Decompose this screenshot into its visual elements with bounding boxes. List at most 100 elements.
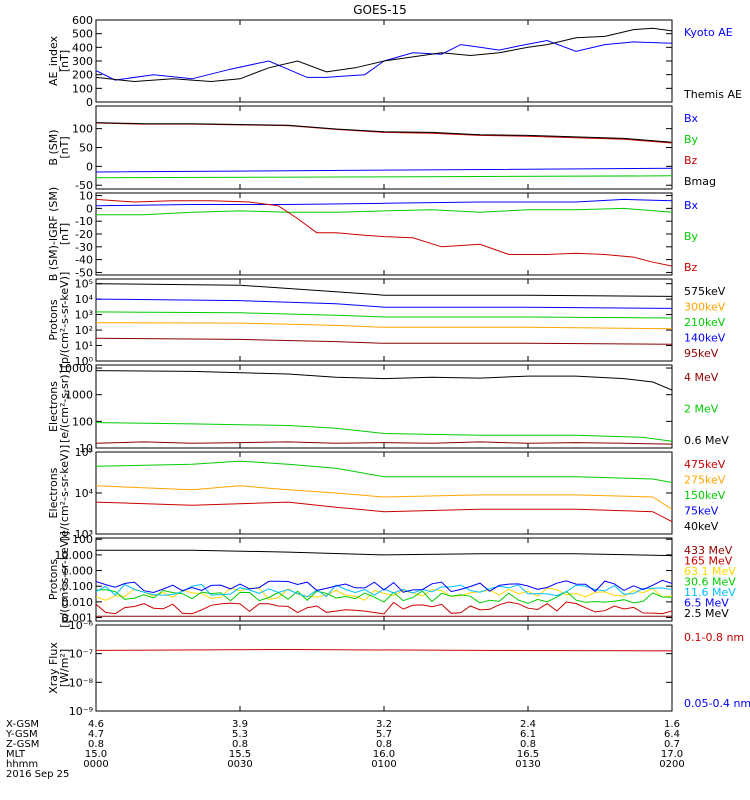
series-line-475keV <box>96 501 672 523</box>
x-axis-value: 0130 <box>515 759 540 770</box>
legend-entry: By <box>684 133 699 146</box>
legend-entry: By <box>684 230 699 243</box>
y-axis-label: [p/(cm²-s-sr-keV)] <box>58 531 71 628</box>
y-tick-label: -20 <box>75 228 93 241</box>
series-line-150keV <box>96 460 672 483</box>
y-tick-label: 10.000 <box>55 549 94 562</box>
legend-entry: 4 MeV <box>684 371 719 384</box>
series-line-63.1 MeV <box>96 587 672 601</box>
y-axis-label: Protons <box>47 299 60 340</box>
legend-entry: 210keV <box>684 316 726 329</box>
y-tick-label: 100 <box>72 415 93 428</box>
x-axis-value: 0100 <box>371 759 396 770</box>
y-tick-label: 0 <box>86 202 93 215</box>
y-tick-label: 0.001 <box>62 612 94 625</box>
legend-entry: 0.1-0.8 nm <box>684 631 744 644</box>
legend-entry: 575keV <box>684 285 726 298</box>
y-axis-label: [nT] <box>58 136 71 158</box>
panel-4: 10⁰ 10¹ 10² 10³ 10⁴ 10⁵ Protons[p/(cm²-s-sr-ke… <box>47 272 726 369</box>
x-axis-value: 3.9 <box>232 719 248 730</box>
y-tick-label: -30 <box>75 241 93 254</box>
x-axis-row-label: Y-GSM <box>5 729 38 740</box>
series-line-300keV <box>96 322 672 330</box>
x-axis-value: 16.5 <box>517 749 539 760</box>
y-axis-label: Electrons <box>47 381 60 432</box>
y-tick-label: 100 <box>72 82 93 95</box>
y-tick-label: 10000 <box>58 362 93 375</box>
x-axis-value: 4.6 <box>88 719 104 730</box>
legend-entry: 140keV <box>684 332 726 345</box>
panel-7: 0.001 0.010 0.100 1.000 10.000 100 Protons[p/(… <box>47 531 736 628</box>
series-line-575keV <box>96 283 672 297</box>
y-tick-label: -10 <box>75 215 93 228</box>
legend-entry: Bx <box>684 199 699 212</box>
y-tick-label: 10⁻⁶ <box>69 619 94 632</box>
panel-2: -50 0 50 100 B (SM)[nT] Bx By Bz Bmag <box>47 105 716 192</box>
x-axis-value: 0.8 <box>232 739 248 750</box>
x-axis-value: 0030 <box>227 759 252 770</box>
x-axis-value: 3.2 <box>376 719 392 730</box>
x-axis-value: 0.8 <box>376 739 392 750</box>
y-tick-label: -40 <box>75 254 93 267</box>
x-axis-value: 16.0 <box>373 749 395 760</box>
series-line-By <box>96 207 672 216</box>
legend-entry: 165 MeV <box>684 555 733 568</box>
y-tick-label: 10⁴ <box>75 293 94 306</box>
legend-entry: 6.5 MeV <box>684 597 729 610</box>
x-axis-value: 4.7 <box>88 729 104 740</box>
x-axis-value: 2.4 <box>520 719 536 730</box>
x-axis-value: 6.1 <box>520 729 536 740</box>
legend-entry: 75keV <box>684 505 719 518</box>
y-axis-label: [p/(cm²-s-sr-keV)] <box>58 272 71 369</box>
legend-entry: 433 MeV <box>684 544 733 557</box>
plot-title: GOES-15 <box>353 3 407 17</box>
x-axis-value: 5.3 <box>232 729 248 740</box>
y-tick-label: 1.000 <box>62 565 94 578</box>
legend-entry: 2.5 MeV <box>684 607 729 620</box>
series-line-Bx <box>96 167 672 173</box>
series-line-0.6 MeV <box>96 370 672 391</box>
legend-entry: 95keV <box>684 347 719 360</box>
x-axis-value: 5.7 <box>376 729 392 740</box>
y-tick-label: 10 <box>79 190 93 203</box>
x-axis-row-label: X-GSM <box>6 719 39 730</box>
y-axis-label: Electrons <box>47 467 60 518</box>
y-tick-label: 10³ <box>75 309 93 322</box>
x-axis-value: 6.4 <box>664 729 680 740</box>
legend-entry: 150keV <box>684 489 726 502</box>
x-axis-row-label: Z-GSM <box>6 739 39 750</box>
legend-entry: 0.05-0.4 nm <box>684 697 750 710</box>
y-tick-label: 10 <box>79 442 93 455</box>
panel-5: 10 100 1000 10000 Electrons[e/(cm²-s-sr)] 4 M… <box>47 362 729 455</box>
y-axis-label: [e/(cm²-s-sr-keV)] <box>58 445 71 541</box>
y-tick-label: 100 <box>72 533 93 546</box>
series-line-By <box>96 175 672 179</box>
y-tick-label: 0.100 <box>62 580 94 593</box>
y-tick-label: 300 <box>72 55 93 68</box>
y-axis-label: [nT] <box>58 50 71 72</box>
series-line-Bmag <box>96 122 672 143</box>
y-tick-label: -50 <box>75 266 93 279</box>
x-axis-value: 0.8 <box>88 739 104 750</box>
y-tick-label: 10² <box>75 324 93 337</box>
y-tick-label: -50 <box>75 179 93 192</box>
panel-frame <box>95 278 673 362</box>
legend-entry: Themis AE <box>683 88 742 101</box>
series-line-30.6 MeV <box>96 589 672 604</box>
legend-entry: 475keV <box>684 458 726 471</box>
series-line-210keV <box>96 311 672 319</box>
series-line-4 MeV <box>96 441 672 445</box>
legend-entry: 2 MeV <box>684 403 719 416</box>
legend-entry: 63.1 MeV <box>684 565 736 578</box>
series-line-Bz <box>96 122 672 144</box>
legend-entry: Bz <box>684 261 698 274</box>
x-axis-table: X-GSM 4.6 3.9 3.2 2.4 1.6 Y-GSM 4.7 5.3 5.7 6.1 6.4… <box>5 719 685 780</box>
series-line-11.6 MeV <box>96 583 672 598</box>
x-axis-value: 0.7 <box>664 739 680 750</box>
x-axis-value: 0000 <box>83 759 108 770</box>
legend-entry: Bx <box>684 112 699 125</box>
y-axis-label: [W/m²] <box>58 649 71 687</box>
x-axis-value: 0200 <box>659 759 684 770</box>
y-axis-label: AE_index <box>47 35 60 86</box>
